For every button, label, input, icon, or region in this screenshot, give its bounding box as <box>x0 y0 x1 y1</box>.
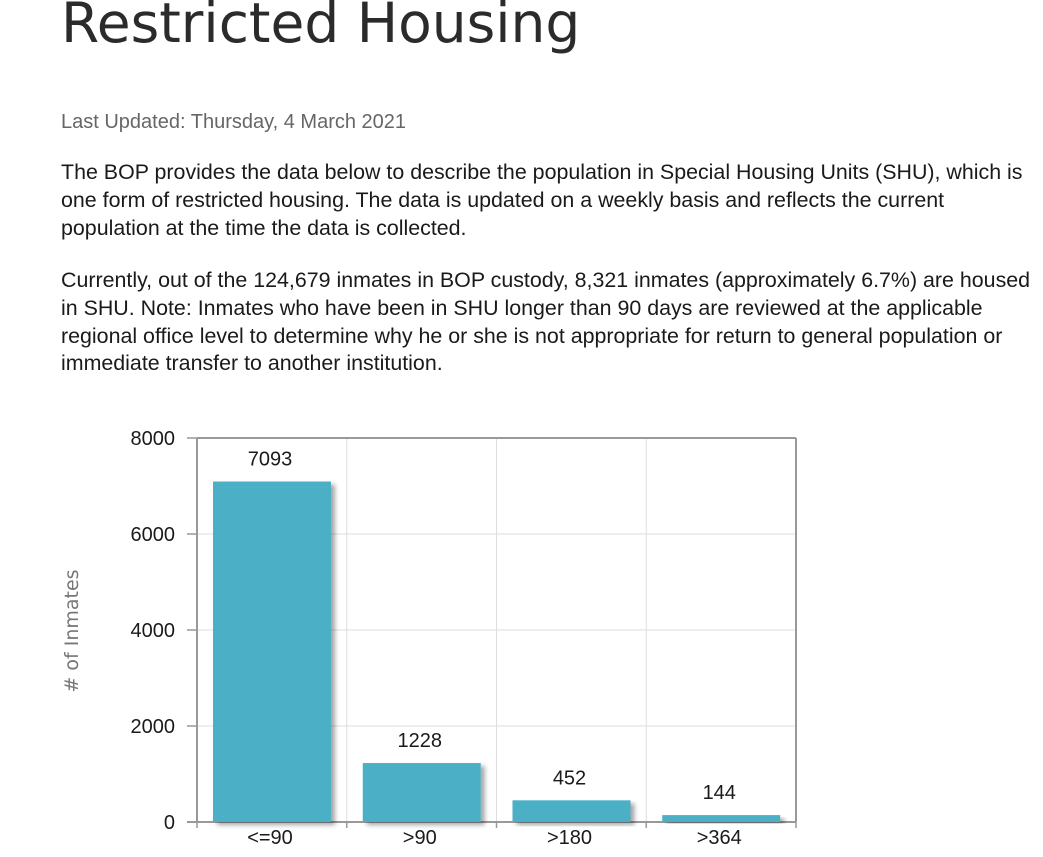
x-category-label: >180 <box>547 827 592 849</box>
bar-4 <box>662 815 781 822</box>
population-note-paragraph: Currently, out of the 124,679 inmates in… <box>61 268 1031 376</box>
y-tick-label: 0 <box>164 812 175 834</box>
y-tick-label: 4000 <box>131 620 176 642</box>
last-updated-date: Last Updated: Thursday, 4 March 2021 <box>61 111 407 133</box>
x-category-label: >90 <box>403 827 437 849</box>
data-label: 452 <box>553 767 586 789</box>
y-tick-label: 2000 <box>131 716 176 738</box>
data-label: 7093 <box>248 449 293 471</box>
y-tick-label: 6000 <box>131 524 176 546</box>
data-label: 1228 <box>398 730 443 752</box>
y-axis-title: # of Inmates <box>61 569 83 692</box>
data-label: 144 <box>703 782 736 804</box>
bar-3 <box>512 800 631 822</box>
y-tick-label: 8000 <box>131 428 176 450</box>
x-category-label: >364 <box>697 827 742 849</box>
intro-paragraph: The BOP provides the data below to descr… <box>61 160 1023 240</box>
shu-duration-bar-chart: 0 2000 4000 6000 8000 7093 1228 452 144 <=90 >90 >1… <box>61 428 797 849</box>
bar-1 <box>213 481 331 822</box>
bar-2 <box>362 763 481 822</box>
page-title: Restricted Housing <box>61 0 581 55</box>
x-category-label: <=90 <box>247 827 293 849</box>
